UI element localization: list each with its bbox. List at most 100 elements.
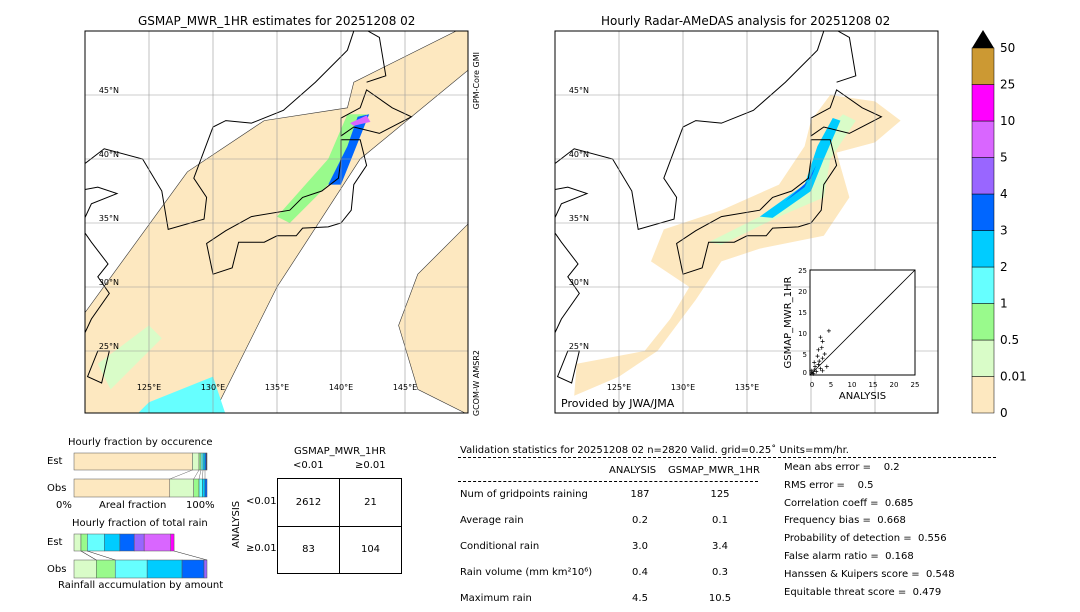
- colorbar-label: 0.5: [1000, 333, 1019, 347]
- stats-score: Correlation coeff = 0.685: [784, 497, 914, 509]
- occ-obs-segment: [204, 478, 208, 498]
- ct-row-label: ANALYSIS: [231, 500, 242, 548]
- stats-analysis-value: 3.0: [632, 541, 648, 552]
- rain-est-segment: [143, 533, 172, 552]
- occ-xtick-right: 100%: [186, 500, 215, 511]
- ct-title: GSMAP_MWR_1HR: [294, 446, 386, 457]
- lon-tick: 135°E: [735, 383, 759, 392]
- coastline: [836, 31, 857, 83]
- ct-cell: 2612: [295, 497, 322, 508]
- ct-grid: 2612 21 83 104: [277, 478, 402, 574]
- stats-col-analysis: ANALYSIS: [609, 465, 657, 476]
- stats-row-label: Conditional rain: [460, 541, 540, 552]
- scatter-ylabel: GSMAP_MWR_1HR: [783, 277, 794, 369]
- lon-tick: 130°E: [671, 383, 695, 392]
- rain-est-segment: [73, 533, 82, 552]
- rain-est-segment: [87, 533, 105, 552]
- occ-est-segment: [206, 452, 208, 471]
- scatter-ytick: 10: [798, 330, 807, 338]
- scatter-point: [815, 354, 820, 359]
- rain-obs-segment: [114, 559, 148, 579]
- colorbar-segment: [971, 47, 995, 85]
- colorbar-label: 50: [1000, 41, 1015, 55]
- colorbar-segment: [971, 230, 995, 268]
- colorbar-label: 5: [1000, 151, 1008, 165]
- scatter-xtick: 5: [829, 381, 833, 389]
- coastline: [340, 89, 413, 137]
- rain-area: [349, 115, 371, 126]
- scatter-xtick: 25: [911, 381, 920, 389]
- lon-tick: 125°E: [137, 383, 161, 392]
- occ-xtick-left: 0%: [56, 500, 72, 511]
- left-map: 125°E 45°N 130°E 40°N 135°E 35°N 140°E 30°N 145°…: [84, 30, 469, 414]
- stats-gsmap-value: 0.3: [712, 567, 728, 578]
- stats-header: Validation statistics for 20251208 02 n=…: [460, 445, 849, 456]
- rain-title: Hourly fraction of total rain: [72, 518, 208, 529]
- divider: [458, 457, 996, 458]
- rain-est-segment: [170, 533, 175, 552]
- occ-est-segment: [198, 452, 202, 471]
- rain-area: [328, 114, 370, 185]
- colorbar-label: 0: [1000, 406, 1008, 420]
- lat-tick: 45°N: [569, 86, 589, 95]
- swath-amsr2: [398, 223, 468, 413]
- scatter-ytick: 15: [798, 309, 807, 317]
- left-sensor-top: GPM-Core GMI: [472, 52, 481, 110]
- occ-obs-segment: [193, 478, 200, 498]
- lon-tick: 140°E: [329, 383, 353, 392]
- rain-est-segment: [119, 533, 135, 552]
- coastline: [85, 186, 119, 219]
- colorbar-segment: [971, 84, 995, 122]
- scatter-point: [820, 339, 825, 344]
- scatter-point: [816, 362, 821, 367]
- rain-area: [277, 114, 367, 223]
- stats-analysis-value: 187: [630, 489, 650, 500]
- scatter-point: [822, 352, 827, 356]
- colorbar-label: 3: [1000, 224, 1008, 238]
- scatter-point: [813, 364, 818, 369]
- scatter-point: [809, 368, 814, 373]
- scatter-ytick: 5: [803, 351, 807, 359]
- occ-est-label: Est: [47, 456, 63, 467]
- lat-tick: 30°N: [569, 278, 589, 287]
- scatter-xtick: 0: [810, 381, 814, 389]
- scatter-point: [816, 347, 821, 352]
- scatter-ytick: 20: [798, 288, 807, 296]
- rain-obs-segment: [181, 559, 205, 579]
- colorbar-segment: [971, 193, 995, 231]
- credit: Provided by JWA/JMA: [561, 397, 675, 410]
- colorbar-segment: [971, 157, 995, 195]
- scatter-point: [812, 367, 817, 372]
- colorbar-label: 10: [1000, 114, 1015, 128]
- scatter-point: [820, 356, 825, 361]
- stats-analysis-value: 4.5: [632, 593, 648, 604]
- scatter-point: [811, 371, 816, 376]
- rain-est-segment: [80, 533, 88, 552]
- left-map-title: GSMAP_MWR_1HR estimates for 20251208 02: [138, 14, 416, 28]
- lat-tick: 25°N: [569, 342, 589, 351]
- occ-obs-segment: [198, 478, 203, 498]
- stats-analysis-value: 0.2: [632, 515, 648, 526]
- rain-area: [759, 118, 841, 218]
- occ-obs-label: Obs: [47, 483, 67, 494]
- divider: [458, 481, 758, 482]
- colorbar-extend-arrow: [972, 30, 994, 48]
- coastline: [810, 89, 883, 137]
- rain-area: [138, 376, 226, 413]
- colorbar-segment: [971, 303, 995, 341]
- stats-score: Mean abs error = 0.2: [784, 462, 900, 473]
- occ-obs-segment: [73, 478, 171, 498]
- rain-obs-label: Obs: [47, 564, 67, 575]
- rain-obs-segment: [203, 559, 208, 579]
- stats-score: False alarm ratio = 0.168: [784, 551, 914, 562]
- stats-row-label: Average rain: [460, 515, 524, 526]
- occ-est-segment: [200, 452, 204, 471]
- rain-xlabel: Rainfall accumulation by amount: [58, 580, 224, 591]
- colorbar: 0 0.01 0.5 1 2 3 4 5 10 25 50: [971, 30, 1027, 420]
- occ-est-segment: [192, 452, 200, 471]
- scatter-xlabel: ANALYSIS: [839, 391, 886, 402]
- ct-row-1: <0.01: [246, 496, 277, 507]
- scatter-ytick: 25: [798, 267, 807, 275]
- lon-tick: 125°E: [607, 383, 631, 392]
